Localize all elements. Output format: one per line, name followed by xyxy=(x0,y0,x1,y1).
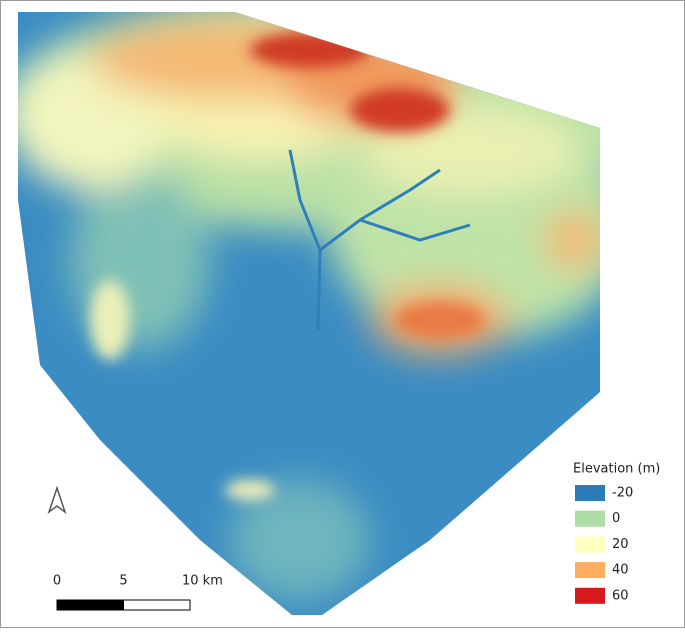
map-view: Elevation (m) -20 0 20 40 60 0 5 10 km xyxy=(0,0,685,628)
legend-label: -20 xyxy=(612,486,633,501)
legend-label: 0 xyxy=(612,511,620,526)
scale-bar-segment xyxy=(57,600,124,610)
legend-swatch xyxy=(575,588,605,604)
elevation-raster xyxy=(0,0,685,628)
legend-swatch xyxy=(575,485,605,501)
legend-label: 20 xyxy=(612,537,629,552)
legend-label: 40 xyxy=(612,563,629,578)
scale-label: 10 km xyxy=(182,574,223,589)
legend-swatch xyxy=(575,562,605,578)
legend-title: Elevation (m) xyxy=(573,462,660,477)
scale-label: 5 xyxy=(119,574,127,589)
north-arrow xyxy=(49,488,65,512)
legend-swatch xyxy=(575,536,605,552)
scale-bar-segment xyxy=(124,600,191,610)
legend-label: 60 xyxy=(612,588,629,603)
legend-swatch xyxy=(575,511,605,527)
scale-label: 0 xyxy=(53,574,61,589)
